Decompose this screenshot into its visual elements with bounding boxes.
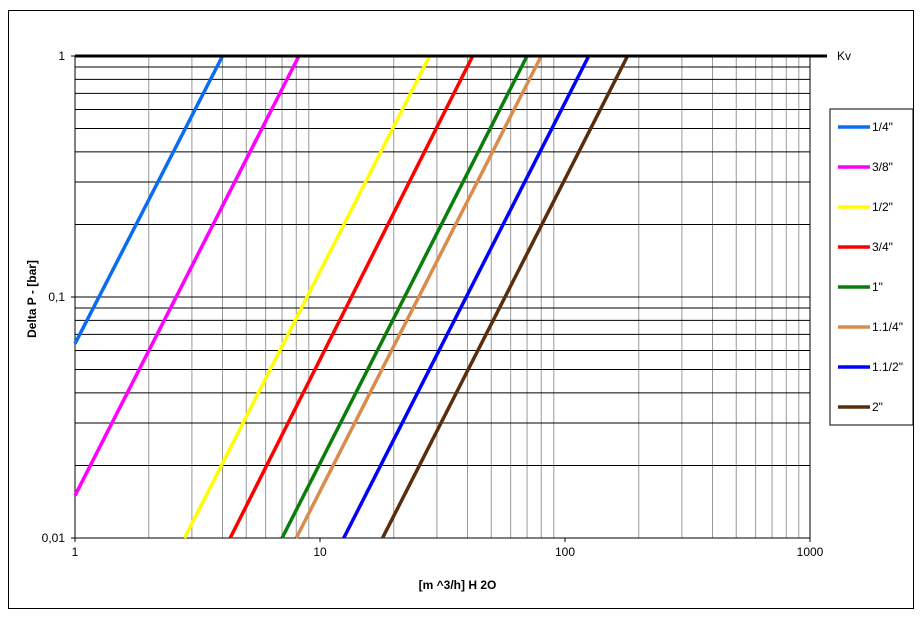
legend-label-2: 1/2" (872, 200, 893, 214)
legend: 1/4" 3/8" 1/2" 3/4" 1" 1.1/4" 1.1/2" 2" (829, 108, 914, 426)
tick-labels: 1 10 100 1000 0,01 0,1 1 (42, 49, 824, 559)
legend-box (829, 108, 914, 426)
legend-label-0: 1/4" (872, 120, 893, 134)
series-line-7 (380, 55, 630, 539)
legend-label-1: 3/8" (872, 160, 893, 174)
x-tick-label: 1 (72, 545, 79, 559)
grid-lines (74, 55, 811, 539)
x-tick-label: 1000 (797, 545, 824, 559)
y-tick-label: 0,01 (42, 531, 66, 545)
legend-label-3: 3/4" (872, 240, 893, 254)
series-lines (73, 55, 630, 539)
x-tick-label: 10 (313, 545, 327, 559)
legend-label-6: 1.1/2" (872, 360, 903, 374)
kv-label: Kv (837, 49, 851, 63)
y-tick-label: 0,1 (48, 290, 65, 304)
legend-label-5: 1.1/4" (872, 320, 903, 334)
y-tick-label: 1 (58, 49, 65, 63)
x-tick-label: 100 (555, 545, 575, 559)
y-axis-title: Delta P - [bar] (25, 260, 39, 338)
series-line-2 (182, 55, 432, 539)
legend-label-7: 2" (872, 400, 883, 414)
series-line-6 (342, 55, 591, 539)
series-line-4 (280, 55, 529, 539)
series-line-3 (228, 55, 475, 539)
series-line-0 (73, 55, 225, 345)
legend-label-4: 1" (872, 280, 883, 294)
x-axis-title: [m ^3/h] H 2O (419, 578, 497, 592)
series-line-5 (294, 55, 543, 539)
series-line-1 (73, 55, 301, 497)
